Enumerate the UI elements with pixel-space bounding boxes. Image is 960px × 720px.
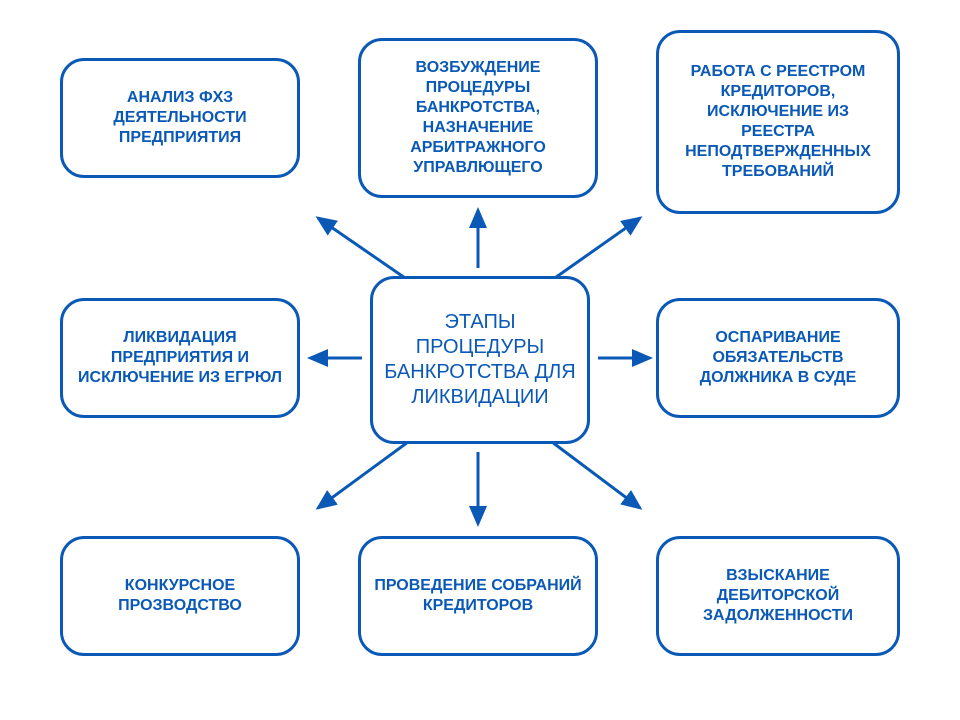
outer-node-n7: ПРОВЕДЕНИЕ СОБРАНИЙ КРЕДИТОРОВ <box>358 536 598 656</box>
outer-node-label: ЛИКВИДАЦИЯ ПРЕДПРИЯТИЯ И ИСКЛЮЧЕНИЕ ИЗ Е… <box>73 328 287 388</box>
outer-node-label: КОНКУРСНОЕ ПРОЗВОДСТВО <box>73 576 287 616</box>
arrow-1 <box>318 218 408 280</box>
outer-node-n4: ЛИКВИДАЦИЯ ПРЕДПРИЯТИЯ И ИСКЛЮЧЕНИЕ ИЗ Е… <box>60 298 300 418</box>
outer-node-n1: АНАЛИЗ ФХЗ ДЕЯТЕЛЬНОСТИ ПРЕДПРИЯТИЯ <box>60 58 300 178</box>
outer-node-label: ПРОВЕДЕНИЕ СОБРАНИЙ КРЕДИТОРОВ <box>371 576 585 616</box>
center-node-label: ЭТАПЫ ПРОЦЕДУРЫ БАНКРОТСТВА ДЛЯ ЛИКВИДАЦ… <box>383 310 577 410</box>
outer-node-n8: ВЗЫСКАНИЕ ДЕБИТОРСКОЙ ЗАДОЛЖЕННОСТИ <box>656 536 900 656</box>
diagram-canvas: ЭТАПЫ ПРОЦЕДУРЫ БАНКРОТСТВА ДЛЯ ЛИКВИДАЦ… <box>0 0 960 720</box>
outer-node-label: АНАЛИЗ ФХЗ ДЕЯТЕЛЬНОСТИ ПРЕДПРИЯТИЯ <box>73 88 287 148</box>
outer-node-n5: ОСПАРИВАНИЕ ОБЯЗАТЕЛЬСТВ ДОЛЖНИКА В СУДЕ <box>656 298 900 418</box>
outer-node-label: ОСПАРИВАНИЕ ОБЯЗАТЕЛЬСТВ ДОЛЖНИКА В СУДЕ <box>669 328 887 388</box>
outer-node-n6: КОНКУРСНОЕ ПРОЗВОДСТВО <box>60 536 300 656</box>
outer-node-n2: ВОЗБУЖДЕНИЕ ПРОЦЕДУРЫ БАНКРОТСТВА, НАЗНА… <box>358 38 598 198</box>
arrow-8 <box>552 442 640 508</box>
outer-node-n3: РАБОТА С РЕЕСТРОМ КРЕДИТОРОВ, ИСКЛЮЧЕНИЕ… <box>656 30 900 214</box>
outer-node-label: ВОЗБУЖДЕНИЕ ПРОЦЕДУРЫ БАНКРОТСТВА, НАЗНА… <box>371 58 585 178</box>
arrow-6 <box>318 442 408 508</box>
center-node: ЭТАПЫ ПРОЦЕДУРЫ БАНКРОТСТВА ДЛЯ ЛИКВИДАЦ… <box>370 276 590 444</box>
arrow-3 <box>552 218 640 280</box>
outer-node-label: ВЗЫСКАНИЕ ДЕБИТОРСКОЙ ЗАДОЛЖЕННОСТИ <box>669 566 887 626</box>
outer-node-label: РАБОТА С РЕЕСТРОМ КРЕДИТОРОВ, ИСКЛЮЧЕНИЕ… <box>669 62 887 182</box>
